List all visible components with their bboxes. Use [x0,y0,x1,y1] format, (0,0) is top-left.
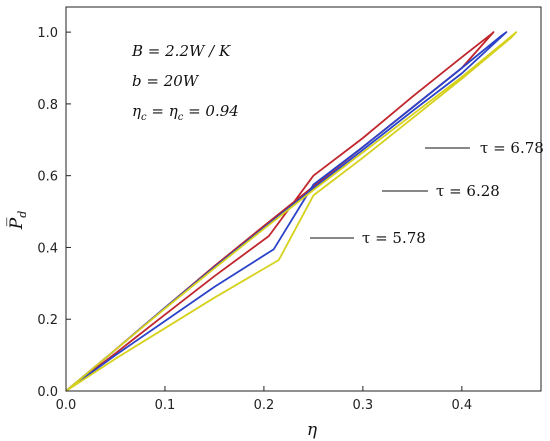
y-axis-label-symbol: P̅ [6,217,27,230]
param-b: b = 20W [132,72,200,90]
x-axis-label: η [307,420,318,440]
y-tick-label: 0.6 [37,170,58,185]
plot-area [65,31,518,392]
param-B: B = 2.2W / K [131,42,231,60]
y-tick-label: 0.0 [37,385,58,400]
series-line-3 [65,31,518,392]
y-tick-label: 0.4 [37,241,58,256]
annotation-tau-5-78: τ = 5.78 [362,229,426,247]
annotation-tau-6-28: τ = 6.28 [436,182,500,200]
parameter-block: B = 2.2W / K b = 20W ηc = ηc = 0.94 [131,42,239,123]
axes-frame [65,6,542,392]
tick-group: 0.0 0.1 0.2 0.3 0.4 0.0 0.2 0.4 0.6 0.8 1.0 [37,26,472,413]
param-eta-symbol-2: = η [147,102,178,120]
y-tick-label: 1.0 [37,26,58,41]
annotations: τ = 6.78 τ = 6.28 τ = 5.78 [310,139,544,247]
param-eta-symbol-1: η [132,102,141,120]
x-tick-label: 0.2 [254,398,275,413]
series-line-1 [65,31,495,392]
y-tick-label: 0.2 [37,313,58,328]
x-tick-label: 0.4 [451,398,472,413]
param-eta-value: = 0.94 [183,102,239,120]
y-axis-label: P̅d [6,211,29,231]
param-eta-subscript-1: c [141,112,147,123]
x-tick-label: 0.0 [56,398,77,413]
x-tick-label: 0.1 [155,398,176,413]
x-tick-label: 0.3 [353,398,374,413]
annotation-tau-6-78: τ = 6.78 [480,139,544,157]
y-axis-label-subscript: d [16,211,29,218]
param-eta: ηc = ηc = 0.94 [132,102,239,123]
y-tick-label: 0.8 [37,98,58,113]
param-eta-subscript-2: c [178,112,184,123]
